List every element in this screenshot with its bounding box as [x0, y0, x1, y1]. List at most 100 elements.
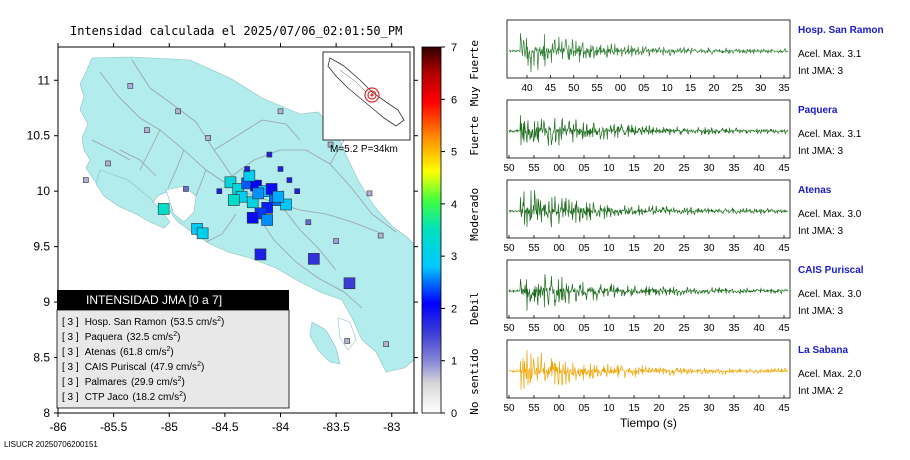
- waveform-tick-label: 25: [678, 403, 690, 414]
- station-marker: [272, 190, 285, 203]
- waveform-tick-label: 15: [628, 403, 640, 414]
- jma-intensity: Int JMA: 3: [798, 146, 843, 157]
- x-tick-label: -86: [49, 420, 67, 434]
- legend-body: [56, 309, 290, 409]
- legend-sup: 2: [217, 316, 221, 323]
- waveform-panel: 50 55 00 05 10 15 20 25 30 35 40 45 CAIS Puriscal Ace…: [503, 259, 864, 334]
- legend-level: [ 3 ]: [62, 362, 79, 373]
- station-marker: [383, 341, 389, 348]
- waveform-tick-label: 05: [578, 243, 590, 254]
- station-marker: [105, 160, 111, 167]
- waveform-trace: [508, 115, 789, 146]
- y-tick-label: 10.5: [27, 129, 51, 143]
- legend-name: Hosp. San Ramon: [85, 317, 167, 328]
- x-tick-label: -85: [161, 420, 179, 434]
- station-marker: [83, 177, 89, 183]
- station-marker: [175, 108, 181, 115]
- colorbar-category-label: Moderado: [468, 188, 481, 241]
- max-acceleration: Acel. Max. 3.1: [798, 49, 862, 60]
- waveform-tick-label: 25: [732, 83, 744, 94]
- max-acceleration: Acel. Max. 2.0: [798, 369, 862, 380]
- station-marker: [127, 83, 134, 89]
- station-marker: [344, 338, 351, 344]
- waveform-frame: [506, 339, 791, 399]
- max-acceleration: Acel. Max. 3.0: [798, 209, 862, 220]
- legend-close: ): [170, 347, 173, 358]
- waveform-tick-label: 40: [753, 403, 765, 414]
- station-marker: [216, 188, 223, 194]
- colorbar-tick-label: 0: [451, 408, 457, 420]
- waveform-trace: [508, 190, 789, 228]
- legend-level: [ 3 ]: [62, 392, 79, 403]
- legend-sup: 2: [167, 346, 171, 353]
- waveform-tick-label: 05: [578, 323, 590, 334]
- legend-station-row: [ 3 ] Atenas (61.8 cm/s2): [62, 346, 174, 358]
- waveform-tick-label: 55: [528, 243, 540, 254]
- station-name: La Sabana: [798, 345, 848, 356]
- station-name: Hosp. San Ramon: [798, 25, 884, 36]
- station-marker: [366, 190, 373, 197]
- colorbar-tick-label: 6: [451, 94, 457, 106]
- inset-magnitude-label: M=5.2 P=34km: [330, 144, 398, 155]
- waveform-panel: 50 55 00 05 10 15 20 25 30 35 40 45 Paquera Acel. Max…: [503, 99, 862, 174]
- waveform-tick-label: 35: [728, 243, 740, 254]
- waveform-tick-label: 45: [778, 403, 790, 414]
- legend-level: [ 3 ]: [62, 332, 79, 343]
- waveform-tick-label: 10: [603, 163, 615, 174]
- legend-station-row: [ 3 ] CAIS Puriscal (47.9 cm/s2): [62, 361, 204, 373]
- waveform-tick-label: 05: [578, 403, 590, 414]
- legend-close: ): [221, 317, 224, 328]
- waveform-tick-label: 15: [685, 83, 697, 94]
- legend-station-row: [ 3 ] Paquera (32.5 cm/s2): [62, 331, 180, 343]
- waveform-tick-label: 50: [503, 243, 515, 254]
- waveform-trace: [508, 274, 789, 311]
- station-marker: [280, 198, 292, 211]
- x-tick-label: -83: [383, 420, 401, 434]
- waveform-tick-label: 20: [653, 243, 665, 254]
- waveform-tick-label: 30: [703, 243, 715, 254]
- x-tick-label: -83.5: [322, 420, 350, 434]
- waveform-tick-label: 40: [753, 323, 765, 334]
- station-name: CAIS Puriscal: [798, 265, 864, 276]
- y-tick-label: 11: [38, 73, 51, 87]
- legend-value: (32.5 cm/s: [127, 332, 174, 343]
- waveform-trace: [508, 33, 789, 73]
- waveform-tick-label: 00: [553, 323, 565, 334]
- jma-intensity: Int JMA: 3: [798, 306, 843, 317]
- legend-sup: 2: [178, 376, 182, 383]
- legend-station-row: [ 3 ] Hosp. San Ramon (53.5 cm/s2): [62, 316, 224, 328]
- legend-value: (18.2 cm/s: [132, 392, 179, 403]
- waveform-tick-label: 30: [755, 83, 767, 94]
- waveform-tick-label: 00: [553, 163, 565, 174]
- map-x-axis: -86 -85.5 -85 -84.5 -84 -83.5 -83: [49, 43, 401, 434]
- station-marker: [254, 248, 267, 261]
- y-tick-label: 8.5: [33, 351, 50, 365]
- station-marker: [252, 187, 265, 200]
- waveform-tick-label: 35: [728, 403, 740, 414]
- station-marker: [277, 108, 284, 115]
- station-marker: [377, 232, 384, 239]
- legend-title-bar: [57, 290, 289, 310]
- station-marker: [294, 188, 300, 194]
- waveform-tick-label: 10: [603, 323, 615, 334]
- waveform-panel: 50 55 00 05 10 15 20 25 30 35 40 45 Atenas Acel. Max.…: [503, 179, 862, 254]
- max-acceleration: Acel. Max. 3.1: [798, 129, 862, 140]
- waveform-tick-label: 40: [753, 243, 765, 254]
- waveform-tick-label: 55: [528, 163, 540, 174]
- waveform-tick-label: 00: [553, 243, 565, 254]
- station-marker: [343, 277, 356, 290]
- waveform-tick-label: 35: [728, 323, 740, 334]
- waveform-tick-label: 50: [568, 83, 580, 94]
- legend-value: (53.5 cm/s: [170, 317, 217, 328]
- waveform-panels: 40 45 50 55 00 05 10 15 20 25 30 35 Hosp. San Ramon A…: [503, 19, 884, 414]
- legend-level: [ 3 ]: [62, 377, 79, 388]
- waveform-tick-label: 40: [753, 163, 765, 174]
- legend-sup: 2: [197, 361, 201, 368]
- station-marker: [327, 141, 334, 148]
- legend-sup: 2: [179, 391, 183, 398]
- waveform-tick-label: 45: [778, 163, 790, 174]
- legend-name: Paquera: [85, 332, 123, 343]
- x-tick-label: -84: [272, 420, 290, 434]
- y-tick-label: 9: [43, 295, 50, 309]
- station-marker: [246, 212, 259, 224]
